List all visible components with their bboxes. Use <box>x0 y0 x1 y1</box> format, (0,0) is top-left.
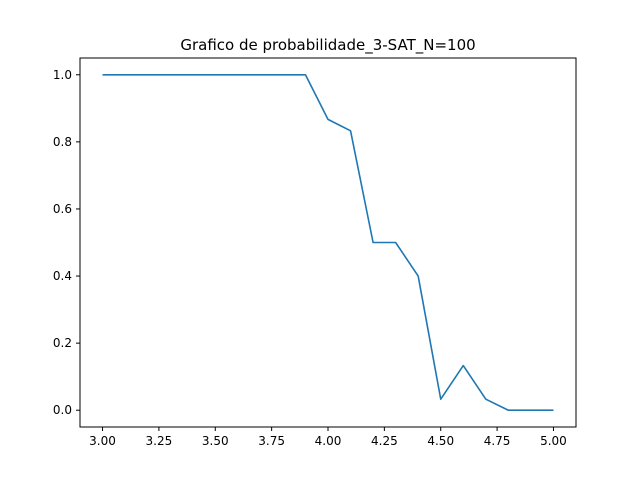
x-tick-label: 5.00 <box>540 434 567 448</box>
ticks-layer: 3.00 3.25 3.50 3.75 4.00 4.25 4.50 4.75 5.00 0.0 0… <box>53 68 567 448</box>
series-line-0 <box>102 73 554 412</box>
x-tick-label: 3.50 <box>202 434 229 448</box>
y-tick-label: 0.0 <box>53 403 72 417</box>
series-layer <box>102 73 554 412</box>
y-tick-label: 0.8 <box>53 135 72 149</box>
y-tick-label: 0.4 <box>53 269 72 283</box>
y-tick-label: 0.6 <box>53 202 72 216</box>
x-tick-label: 4.75 <box>484 434 511 448</box>
y-tick-label: 0.2 <box>53 336 72 350</box>
x-tick-label: 4.00 <box>315 434 342 448</box>
plot-frame <box>79 57 577 428</box>
x-tick-label: 3.25 <box>146 434 173 448</box>
x-tick-label: 3.75 <box>258 434 285 448</box>
chart-title: Grafico de probabilidade_3-SAT_N=100 <box>180 36 475 55</box>
y-tick-label: 1.0 <box>53 68 72 82</box>
x-tick-label: 4.50 <box>427 434 454 448</box>
x-tick-label: 4.25 <box>371 434 398 448</box>
x-tick-label: 3.00 <box>89 434 116 448</box>
